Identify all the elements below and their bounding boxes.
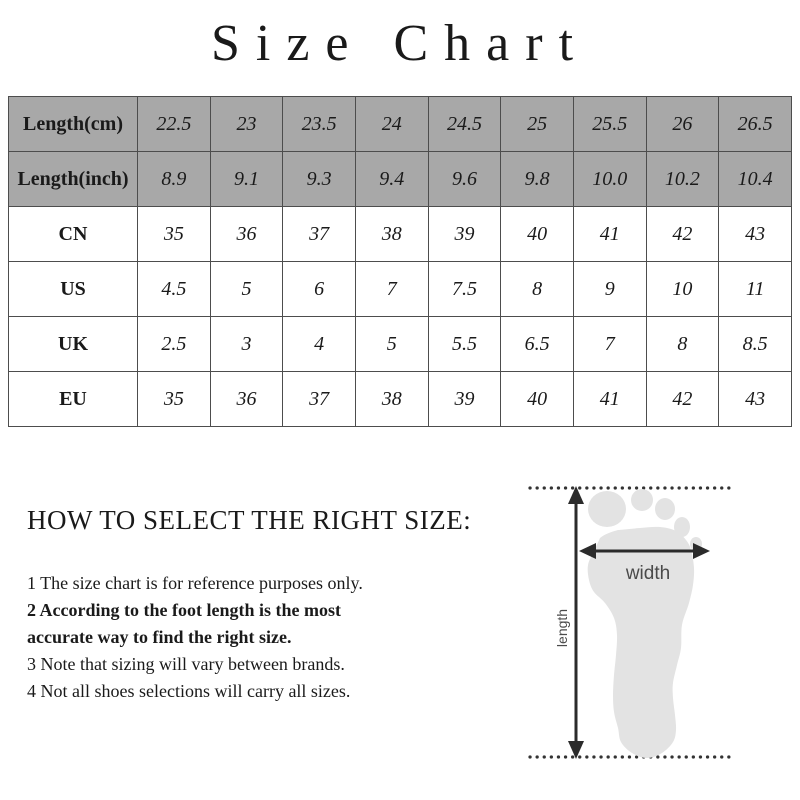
svg-text:length: length [554, 609, 570, 647]
svg-text:width: width [625, 563, 670, 584]
